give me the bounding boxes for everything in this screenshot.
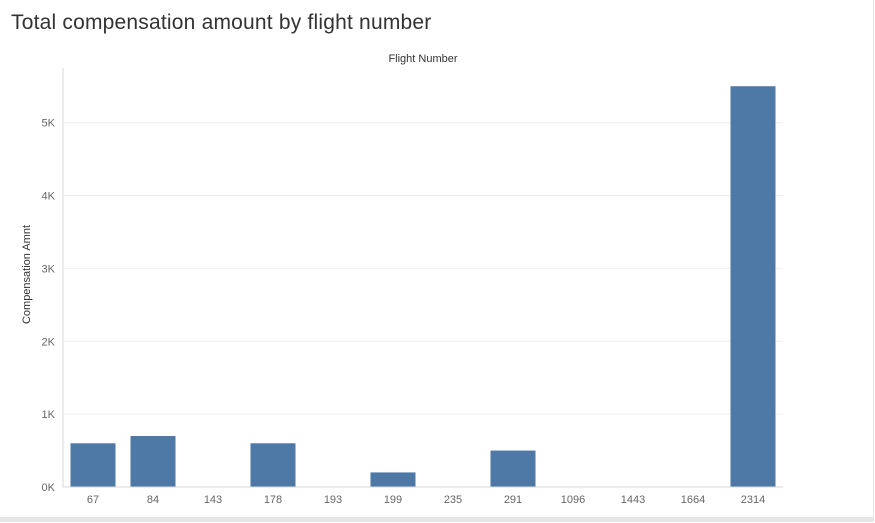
bar-84[interactable] bbox=[130, 435, 176, 487]
x-tick-label: 1443 bbox=[621, 494, 645, 506]
bar-67[interactable] bbox=[70, 443, 116, 487]
y-tick-label: 2K bbox=[42, 336, 56, 348]
bar-291[interactable] bbox=[490, 450, 536, 487]
bar-199[interactable] bbox=[370, 472, 416, 487]
y-tick-label: 0K bbox=[42, 482, 56, 494]
x-tick-label: 67 bbox=[87, 494, 99, 506]
y-tick-label: 4K bbox=[42, 191, 56, 203]
gridlines bbox=[63, 122, 783, 415]
y-tick-label: 5K bbox=[42, 118, 56, 130]
axes bbox=[62, 68, 783, 488]
x-tick-label: 1096 bbox=[561, 494, 585, 506]
x-tick-label: 2314 bbox=[741, 494, 765, 506]
y-axis-title: Compensation Amnt bbox=[21, 225, 33, 324]
x-tick-label: 1664 bbox=[681, 494, 705, 506]
y-tick-label: 3K bbox=[42, 263, 56, 275]
y-tick-labels: 0K 1K 2K 3K 4K 5K bbox=[42, 118, 56, 494]
x-axis-title: Flight Number bbox=[388, 53, 457, 65]
x-tick-label: 178 bbox=[264, 494, 282, 506]
x-tick-label: 291 bbox=[504, 494, 522, 506]
x-tick-label: 235 bbox=[444, 494, 462, 506]
y-tick-label: 1K bbox=[42, 409, 56, 421]
bar-2314[interactable] bbox=[730, 86, 776, 487]
x-tick-label: 143 bbox=[204, 494, 222, 506]
x-tick-labels: 67 84 143 178 193 199 235 291 1096 1443 1664 2314 bbox=[87, 494, 765, 506]
x-tick-label: 84 bbox=[147, 494, 159, 506]
bar-178[interactable] bbox=[250, 443, 296, 487]
x-tick-label: 193 bbox=[324, 494, 342, 506]
x-tick-label: 199 bbox=[384, 494, 402, 506]
bars bbox=[70, 86, 776, 487]
chart-title: Total compensation amount by flight numb… bbox=[11, 11, 432, 34]
